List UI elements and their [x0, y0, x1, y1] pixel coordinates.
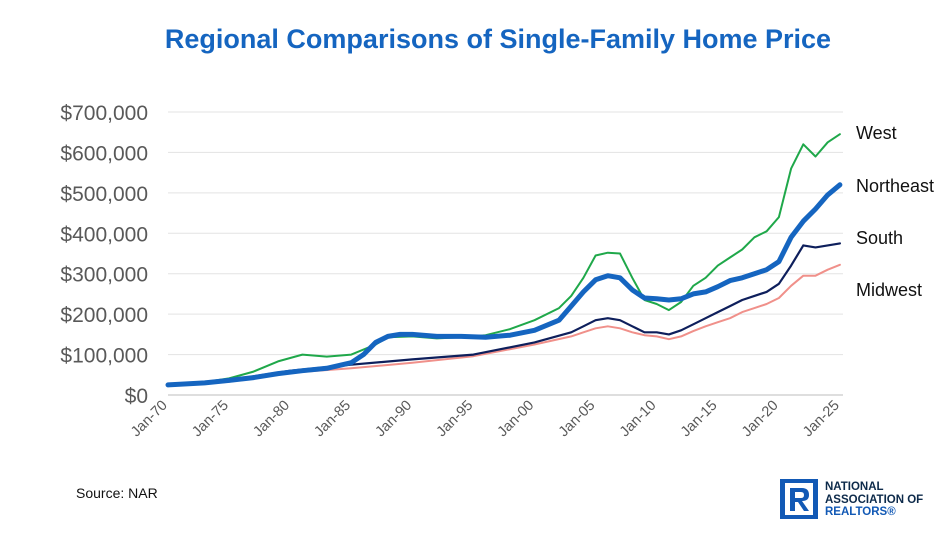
y-tick-label: $300,000: [60, 264, 148, 287]
y-tick-label: $500,000: [60, 183, 148, 206]
chart-title: Regional Comparisons of Single-Family Ho…: [164, 24, 832, 54]
x-tick-label: Jan-25: [800, 398, 843, 441]
series-line-midwest: [167, 263, 841, 388]
series-line-west: [167, 133, 841, 387]
y-tick-label: $0: [125, 385, 148, 408]
x-tick-label: Jan-90: [373, 398, 416, 441]
x-tick-label: Jan-10: [617, 398, 660, 441]
x-tick-label: Jan-00: [495, 398, 538, 441]
series-label-west: West: [856, 123, 897, 143]
logo-line-2: ASSOCIATION OF: [825, 493, 924, 506]
series-lines: [165, 133, 843, 388]
line-chart: $0 $100,000 $200,000 $300,000 $400,000 $500,0…: [60, 102, 934, 441]
logo-line-1: NATIONAL: [825, 481, 884, 493]
series-label-midwest: Midwest: [856, 280, 922, 300]
x-tick-label: Jan-20: [739, 398, 782, 441]
nar-logo: NATIONAL ASSOCIATION OF REALTORS®: [780, 479, 945, 521]
series-line-northeast: [165, 182, 843, 388]
series-label-south: South: [856, 228, 903, 248]
y-tick-label: $600,000: [60, 142, 148, 165]
y-tick-label: $700,000: [60, 102, 148, 125]
logo-wordmark: NATIONAL ASSOCIATION OF REALTORS®: [825, 481, 945, 519]
series-label-northeast: Northeast: [856, 176, 934, 196]
series-line-south: [166, 242, 841, 387]
y-tick-label: $400,000: [60, 223, 148, 246]
x-tick-label: Jan-15: [678, 398, 721, 441]
x-tick-label: Jan-85: [311, 398, 354, 441]
series-labels: West Northeast South Midwest: [856, 123, 934, 300]
x-tick-label: Jan-05: [556, 398, 599, 441]
realtor-r-icon: [780, 479, 818, 519]
x-axis-tick-labels: Jan-70 Jan-75 Jan-80 Jan-85 Jan-90 Jan-95 Jan-…: [128, 398, 843, 441]
x-tick-label: Jan-95: [434, 398, 477, 441]
y-axis-tick-labels: $0 $100,000 $200,000 $300,000 $400,000 $500,0…: [60, 102, 148, 408]
gridlines: [168, 111, 843, 396]
y-tick-label: $200,000: [60, 304, 148, 327]
x-tick-label: Jan-75: [189, 398, 232, 441]
logo-line-3: REALTORS®: [825, 506, 896, 518]
y-tick-label: $100,000: [60, 345, 148, 368]
source-note: Source: NAR: [76, 485, 158, 501]
x-tick-label: Jan-80: [250, 398, 293, 441]
